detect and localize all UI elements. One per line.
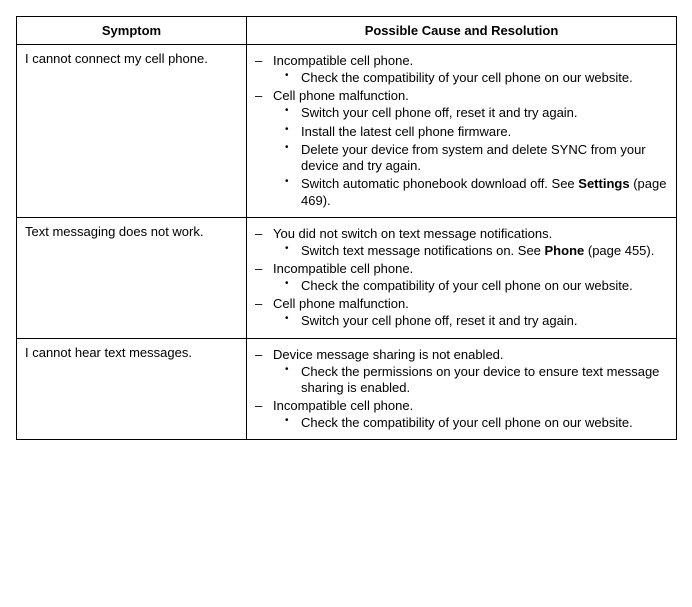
cause-item: Incompatible cell phone. Check the compat…	[273, 261, 668, 294]
resolution-item: Install the latest cell phone firmware.	[301, 124, 668, 140]
resolution-item: Switch automatic phonebook download off.…	[301, 176, 668, 209]
resolution-list: Check the compatibility of your cell pho…	[273, 415, 668, 431]
troubleshooting-table: Symptom Possible Cause and Resolution I …	[16, 16, 677, 440]
symptom-text: I cannot connect my cell phone.	[25, 51, 208, 66]
cause-cell: Incompatible cell phone. Check the compat…	[247, 45, 677, 218]
cause-text: Device message sharing is not enabled.	[273, 347, 504, 362]
resolution-text: Check the compatibility of your cell pho…	[301, 278, 633, 293]
cause-item: Incompatible cell phone. Check the compat…	[273, 398, 668, 431]
resolution-item: Switch your cell phone off, reset it and…	[301, 313, 668, 329]
cause-text: Incompatible cell phone.	[273, 398, 413, 413]
table-row: I cannot hear text messages. Device messa…	[17, 338, 677, 440]
resolution-item: Check the compatibility of your cell pho…	[301, 70, 668, 86]
symptom-cell: I cannot hear text messages.	[17, 338, 247, 440]
symptom-cell: I cannot connect my cell phone.	[17, 45, 247, 218]
cause-item: Cell phone malfunction. Switch your cell …	[273, 296, 668, 329]
cause-list: You did not switch on text message notif…	[255, 226, 668, 330]
resolution-item: Switch text message notifications on. Se…	[301, 243, 668, 259]
cause-list: Incompatible cell phone. Check the compat…	[255, 53, 668, 209]
table-row: Text messaging does not work. You did not…	[17, 217, 677, 338]
table-row: I cannot connect my cell phone. Incompati…	[17, 45, 677, 218]
resolution-text: Check the compatibility of your cell pho…	[301, 70, 633, 85]
resolution-list: Check the compatibility of your cell pho…	[273, 278, 668, 294]
resolution-item: Check the compatibility of your cell pho…	[301, 415, 668, 431]
resolution-text: Delete your device from system and delet…	[301, 142, 646, 173]
resolution-text: Switch your cell phone off, reset it and…	[301, 313, 578, 328]
resolution-list: Check the permissions on your device to …	[273, 364, 668, 397]
cause-text: Incompatible cell phone.	[273, 53, 413, 68]
cause-text: Cell phone malfunction.	[273, 296, 409, 311]
reference-link: Phone	[545, 243, 585, 258]
cause-item: Cell phone malfunction. Switch your cell …	[273, 88, 668, 209]
resolution-text: Check the compatibility of your cell pho…	[301, 415, 633, 430]
symptom-cell: Text messaging does not work.	[17, 217, 247, 338]
cause-cell: You did not switch on text message notif…	[247, 217, 677, 338]
header-cause: Possible Cause and Resolution	[247, 17, 677, 45]
reference-link: Settings	[578, 176, 629, 191]
cause-cell: Device message sharing is not enabled. Ch…	[247, 338, 677, 440]
resolution-list: Switch text message notifications on. Se…	[273, 243, 668, 259]
resolution-text: Check the permissions on your device to …	[301, 364, 659, 395]
cause-list: Device message sharing is not enabled. Ch…	[255, 347, 668, 432]
resolution-list: Check the compatibility of your cell pho…	[273, 70, 668, 86]
cause-text: Cell phone malfunction.	[273, 88, 409, 103]
cause-text: You did not switch on text message notif…	[273, 226, 552, 241]
symptom-text: I cannot hear text messages.	[25, 345, 192, 360]
resolution-list: Switch your cell phone off, reset it and…	[273, 105, 668, 209]
resolution-item: Switch your cell phone off, reset it and…	[301, 105, 668, 121]
resolution-text: Switch text message notifications on. Se…	[301, 243, 545, 258]
cause-text: Incompatible cell phone.	[273, 261, 413, 276]
cause-item: You did not switch on text message notif…	[273, 226, 668, 259]
resolution-item: Check the compatibility of your cell pho…	[301, 278, 668, 294]
resolution-list: Switch your cell phone off, reset it and…	[273, 313, 668, 329]
cause-item: Incompatible cell phone. Check the compat…	[273, 53, 668, 86]
cause-item: Device message sharing is not enabled. Ch…	[273, 347, 668, 397]
resolution-text: Switch automatic phonebook download off.…	[301, 176, 578, 191]
header-symptom: Symptom	[17, 17, 247, 45]
resolution-item: Check the permissions on your device to …	[301, 364, 668, 397]
resolution-item: Delete your device from system and delet…	[301, 142, 668, 175]
symptom-text: Text messaging does not work.	[25, 224, 203, 239]
resolution-text: Switch your cell phone off, reset it and…	[301, 105, 578, 120]
resolution-tail: (page 455).	[584, 243, 654, 258]
resolution-text: Install the latest cell phone firmware.	[301, 124, 511, 139]
